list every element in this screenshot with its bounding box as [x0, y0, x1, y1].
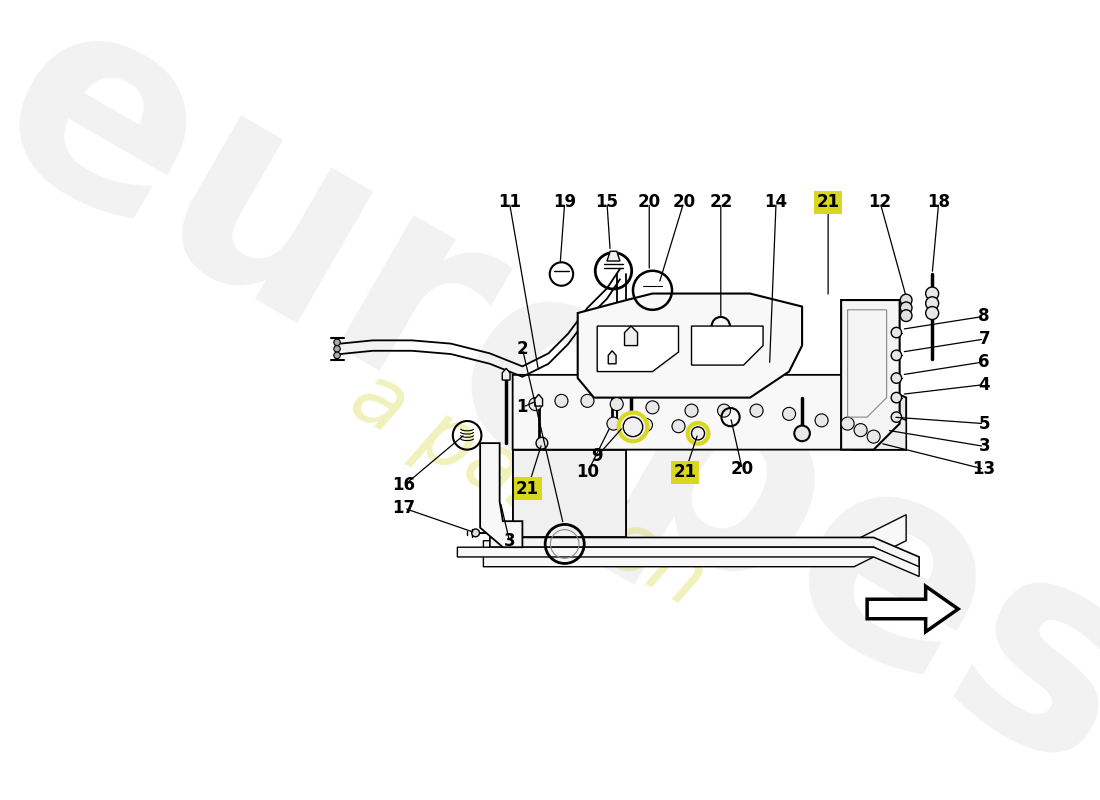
Circle shape — [750, 404, 763, 417]
Polygon shape — [692, 326, 763, 365]
Text: 3: 3 — [978, 438, 990, 455]
Polygon shape — [513, 450, 627, 538]
Circle shape — [554, 394, 568, 407]
Circle shape — [618, 413, 647, 441]
Polygon shape — [842, 300, 900, 450]
Text: 11: 11 — [498, 194, 521, 211]
Text: 22: 22 — [710, 194, 733, 211]
Circle shape — [717, 404, 730, 417]
Circle shape — [536, 438, 548, 449]
Text: 6: 6 — [978, 353, 990, 371]
Text: 21: 21 — [673, 463, 696, 482]
Polygon shape — [608, 350, 616, 364]
Text: 14: 14 — [764, 194, 788, 211]
Circle shape — [900, 302, 912, 314]
Text: 20: 20 — [638, 194, 661, 211]
Circle shape — [639, 418, 652, 431]
Circle shape — [815, 414, 828, 427]
Polygon shape — [503, 368, 510, 380]
Circle shape — [891, 350, 902, 361]
Polygon shape — [535, 394, 542, 406]
Circle shape — [610, 398, 624, 410]
Circle shape — [333, 346, 340, 352]
Text: 20: 20 — [672, 194, 695, 211]
Text: 10: 10 — [576, 463, 600, 482]
Circle shape — [900, 294, 912, 306]
Circle shape — [891, 327, 902, 338]
Circle shape — [794, 426, 810, 441]
Circle shape — [891, 393, 902, 403]
Text: 17: 17 — [393, 499, 416, 517]
Text: 16: 16 — [393, 477, 416, 494]
Circle shape — [782, 407, 795, 420]
Text: 20: 20 — [730, 460, 754, 478]
Text: 12: 12 — [869, 194, 892, 211]
Circle shape — [333, 352, 340, 358]
Circle shape — [891, 373, 902, 383]
Polygon shape — [458, 547, 920, 577]
Polygon shape — [578, 294, 802, 398]
Polygon shape — [597, 326, 679, 371]
Text: 4: 4 — [978, 376, 990, 394]
Polygon shape — [867, 586, 958, 632]
Polygon shape — [513, 375, 906, 450]
Circle shape — [646, 401, 659, 414]
Text: 2: 2 — [517, 340, 528, 358]
Text: 3: 3 — [504, 532, 515, 550]
Circle shape — [624, 417, 642, 437]
Text: 7: 7 — [978, 330, 990, 348]
Polygon shape — [854, 375, 906, 450]
Circle shape — [926, 306, 938, 319]
Circle shape — [854, 424, 867, 437]
Polygon shape — [480, 443, 522, 547]
Circle shape — [529, 398, 542, 410]
Polygon shape — [483, 514, 906, 566]
Circle shape — [672, 420, 685, 433]
Circle shape — [926, 297, 938, 310]
Text: 13: 13 — [972, 460, 996, 478]
Circle shape — [900, 310, 912, 322]
Circle shape — [926, 287, 938, 300]
Text: 8: 8 — [978, 307, 990, 326]
Circle shape — [472, 529, 480, 537]
Circle shape — [842, 417, 854, 430]
Text: 9: 9 — [592, 447, 603, 465]
Polygon shape — [625, 326, 638, 346]
Text: 1: 1 — [517, 398, 528, 416]
Polygon shape — [854, 398, 906, 450]
Text: a passion: a passion — [338, 354, 720, 622]
Polygon shape — [607, 251, 620, 261]
Circle shape — [333, 339, 340, 346]
Text: 21: 21 — [816, 194, 839, 211]
Circle shape — [685, 404, 698, 417]
Circle shape — [688, 423, 708, 444]
Text: 21: 21 — [516, 480, 539, 498]
Polygon shape — [513, 443, 627, 534]
Polygon shape — [490, 538, 920, 570]
Text: 15: 15 — [595, 194, 618, 211]
Circle shape — [891, 412, 902, 422]
Circle shape — [581, 394, 594, 407]
Circle shape — [867, 430, 880, 443]
Text: 19: 19 — [553, 194, 576, 211]
Text: 18: 18 — [927, 194, 950, 211]
Circle shape — [607, 417, 620, 430]
Circle shape — [692, 427, 704, 440]
Text: 5: 5 — [978, 414, 990, 433]
